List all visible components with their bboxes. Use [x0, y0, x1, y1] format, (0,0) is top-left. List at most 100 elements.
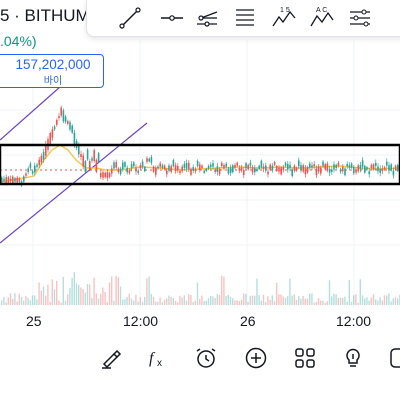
- trend-line-tool[interactable]: [115, 3, 145, 33]
- candle-body: [366, 167, 368, 170]
- candle-body: [111, 168, 113, 174]
- volume-bar: [139, 297, 141, 305]
- volume-bar: [397, 298, 399, 305]
- volume-bar: [350, 301, 353, 305]
- candle-body: [372, 164, 375, 170]
- candle-body: [225, 163, 227, 167]
- candle-body: [172, 159, 175, 167]
- volume-bar: [14, 293, 16, 305]
- volume-bar: [91, 297, 93, 305]
- volume-bar: [339, 297, 342, 305]
- volume-bar: [27, 298, 29, 305]
- candle-body: [394, 165, 397, 170]
- candle-body: [166, 170, 168, 175]
- candle-body: [23, 176, 25, 182]
- candle-body: [256, 169, 258, 172]
- candle-body: [108, 173, 111, 177]
- volume-bar: [119, 286, 122, 305]
- volume-bar: [82, 288, 84, 305]
- candle-body: [119, 168, 122, 175]
- elliott-wave-tool[interactable]: 1 5: [269, 3, 299, 33]
- candle-body: [34, 165, 36, 173]
- volume-bar: [135, 294, 137, 305]
- candle-body: [58, 115, 60, 119]
- candle-body: [122, 162, 124, 170]
- price-value: 157,202,000: [15, 57, 91, 72]
- candle-body: [205, 168, 208, 171]
- layout-button[interactable]: [290, 342, 320, 374]
- pitchfork-tool[interactable]: [192, 3, 222, 33]
- candle-body: [350, 163, 353, 168]
- svg-text:A C: A C: [316, 7, 327, 14]
- brush-button[interactable]: [96, 342, 126, 374]
- candle-body: [245, 163, 247, 169]
- volume-bar: [53, 289, 56, 305]
- grid-icon: [295, 348, 315, 368]
- lightbulb-icon: [346, 348, 360, 367]
- candle-body: [128, 170, 131, 173]
- volume-bar: [115, 275, 117, 305]
- candle-body: [289, 164, 291, 169]
- candle-body: [45, 144, 47, 156]
- candle-body: [12, 176, 14, 184]
- candle-body: [344, 168, 346, 176]
- candle-body: [97, 153, 100, 163]
- volume-bar: [315, 302, 317, 305]
- candle-body: [89, 160, 91, 170]
- candle-body: [353, 167, 355, 174]
- abc-pattern-tool[interactable]: A C: [307, 3, 337, 33]
- candle-body: [78, 145, 80, 155]
- volume-bar: [357, 302, 359, 305]
- volume-bar: [181, 297, 183, 305]
- candle-body: [247, 164, 249, 170]
- add-button[interactable]: [241, 342, 271, 374]
- fib-retracement-tool[interactable]: [230, 3, 260, 33]
- volume-bar: [203, 301, 205, 305]
- volume-bar: [49, 301, 51, 305]
- volume-bar: [31, 295, 34, 305]
- volume-bar: [335, 294, 337, 305]
- candle-body: [238, 167, 241, 171]
- candle-body: [155, 168, 157, 175]
- volume-bar: [113, 300, 115, 305]
- candle-body: [141, 161, 144, 167]
- volume-bar: [324, 302, 326, 305]
- volume-bar: [201, 295, 203, 305]
- candle-body: [328, 169, 331, 173]
- fib-retracement-icon: [236, 9, 254, 26]
- volume-bar: [271, 295, 273, 305]
- volume-bar: [251, 295, 254, 305]
- symbol-title[interactable]: 5 · BITHUMB: [0, 6, 102, 25]
- price-tag[interactable]: 157,202,000 바이: [0, 54, 104, 88]
- candle-body: [280, 167, 282, 175]
- candle-body: [317, 166, 320, 172]
- candle-body: [249, 162, 252, 166]
- settings-tool[interactable]: [345, 3, 375, 33]
- candle-body: [31, 170, 34, 174]
- x-axis-label-26: 26: [240, 313, 256, 329]
- volume-bar: [133, 300, 135, 305]
- volume-bar: [212, 296, 214, 305]
- volume-bar: [137, 301, 139, 305]
- volume-bar: [223, 276, 225, 305]
- volume-bar: [218, 295, 221, 305]
- candle-body: [157, 166, 159, 169]
- candle-body: [3, 178, 5, 182]
- volume-bar: [47, 284, 49, 305]
- candle-body: [117, 168, 120, 173]
- volume-bar: [269, 299, 271, 305]
- candle-body: [5, 177, 7, 183]
- candle-body: [137, 170, 139, 173]
- candle-body: [375, 162, 377, 166]
- volume-bar: [148, 276, 150, 305]
- volume-bar: [366, 297, 368, 305]
- volume-bar: [227, 294, 229, 305]
- candle-body: [51, 129, 54, 138]
- volume-bar: [188, 294, 190, 305]
- volume-bar: [124, 299, 126, 305]
- ideas-button[interactable]: [338, 342, 368, 374]
- horizontal-ray-tool[interactable]: [157, 3, 187, 33]
- alert-button[interactable]: [191, 342, 221, 374]
- more-button[interactable]: [384, 342, 400, 374]
